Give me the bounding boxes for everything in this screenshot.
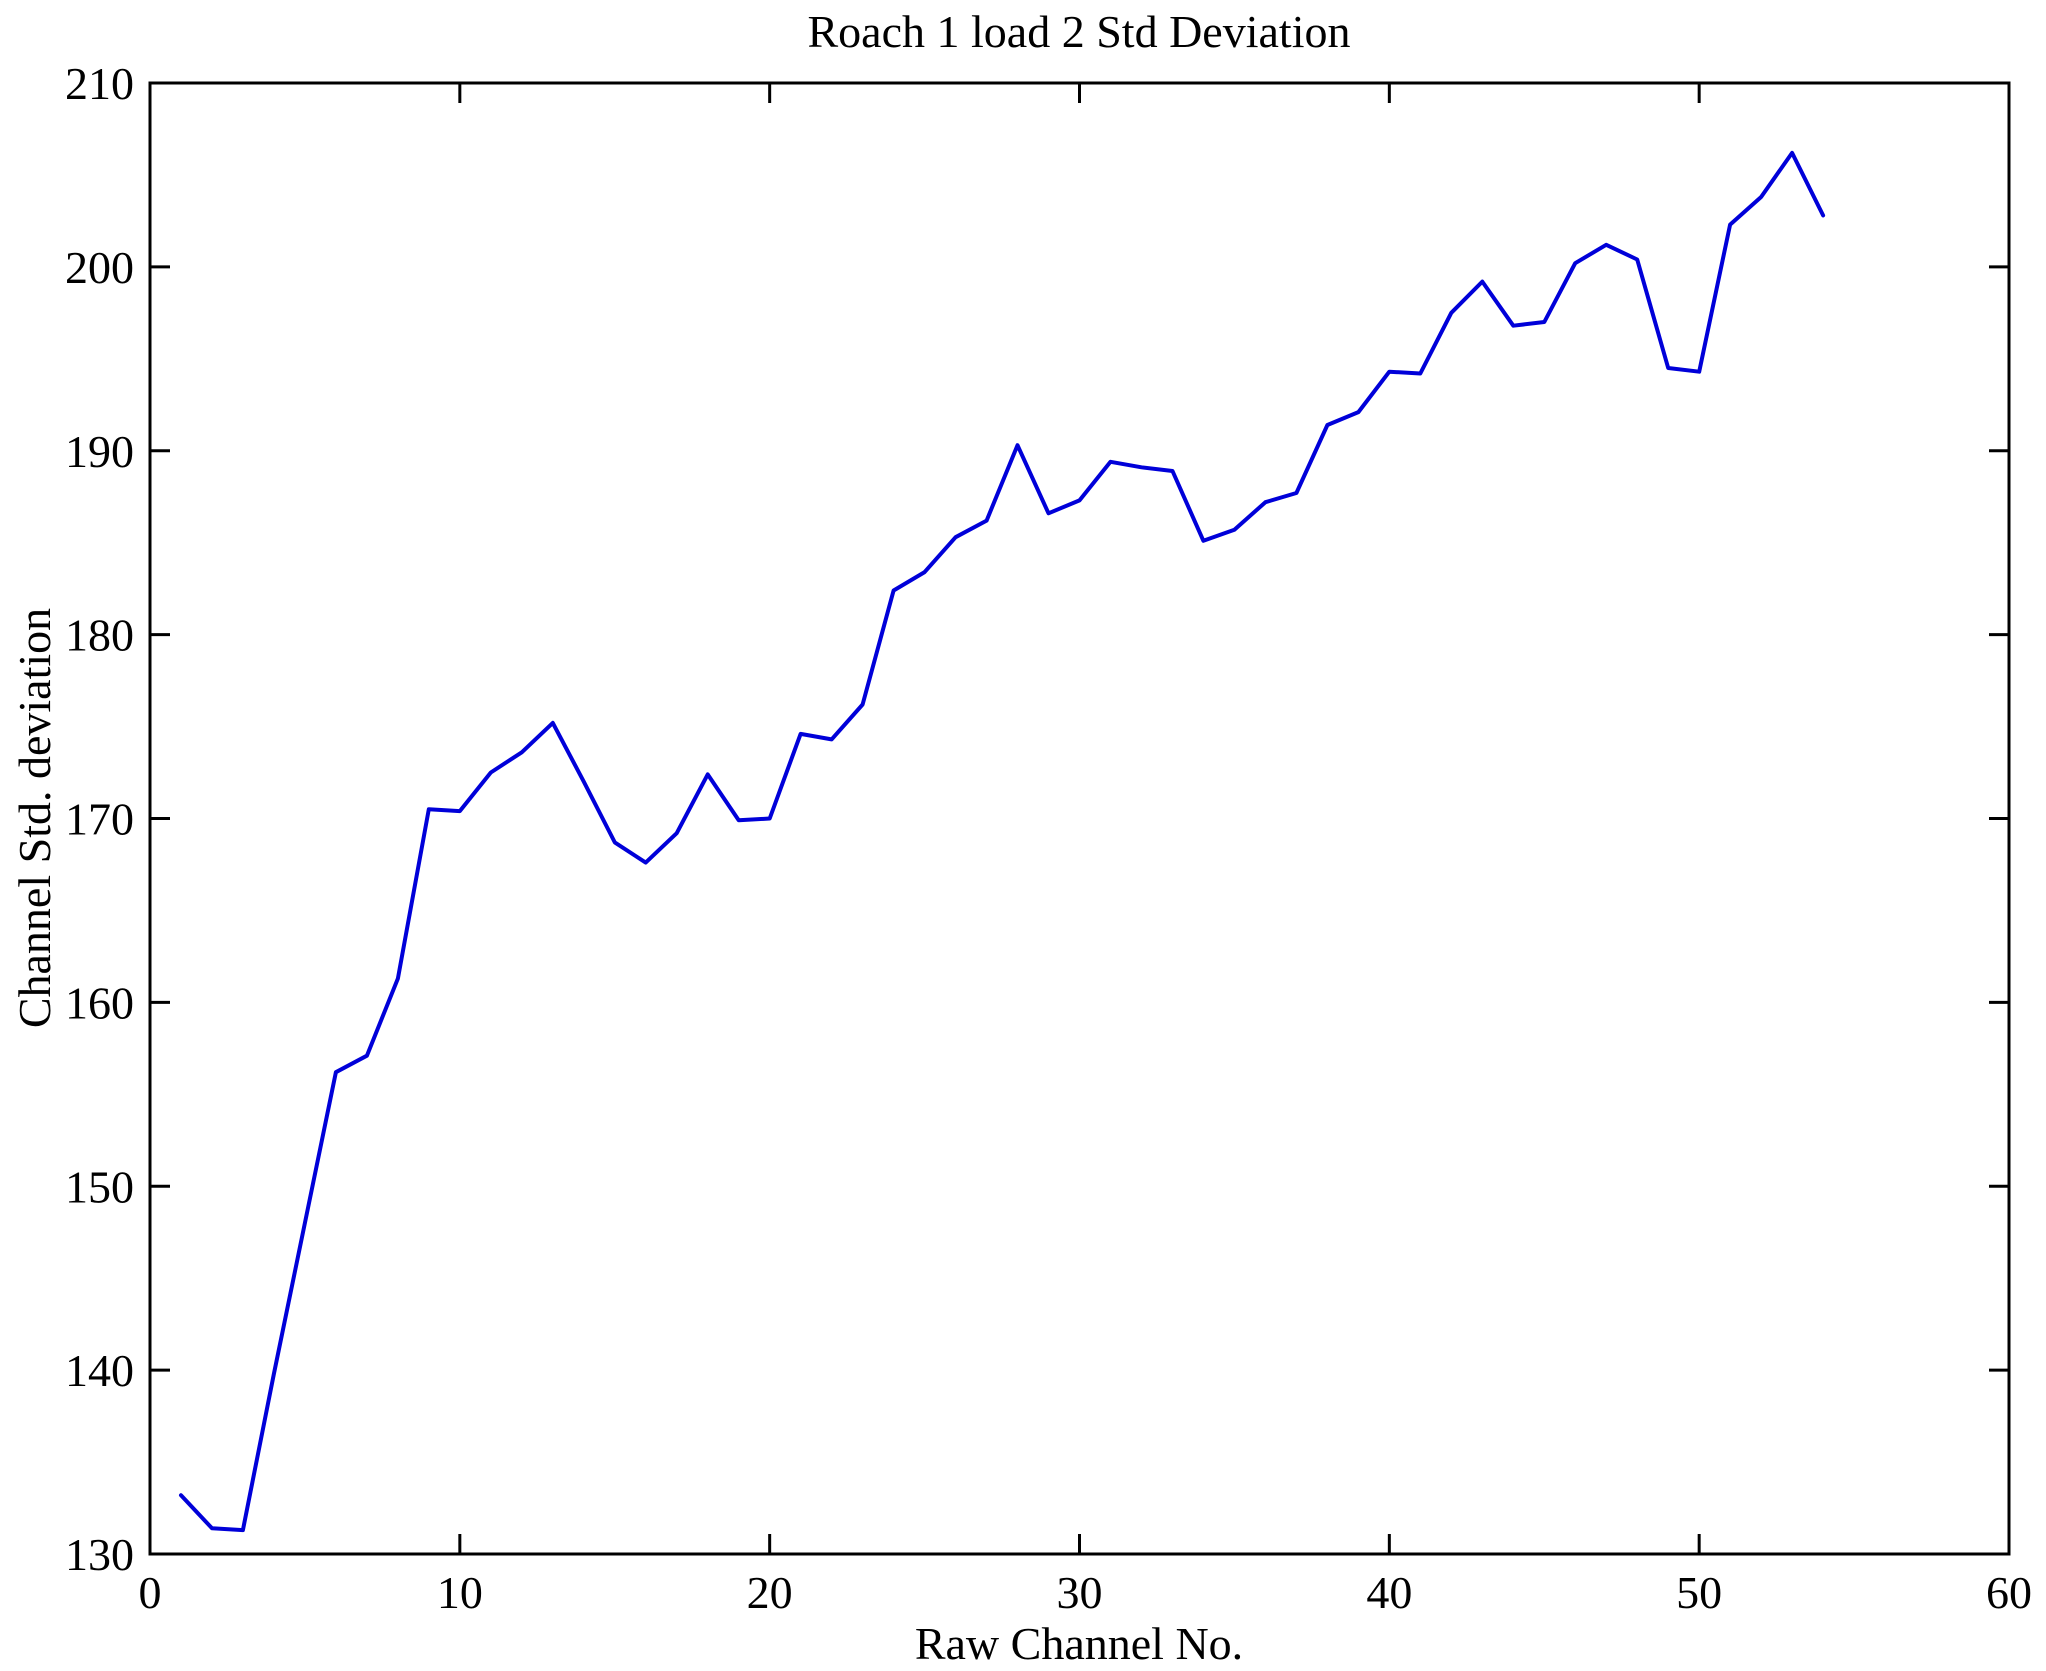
plot-layer: 0 10 20 30 40 50 60 130 140 150 160 170 180 190 200 210 [65,58,2032,1618]
chart-title: Roach 1 load 2 Std Deviation [808,6,1351,57]
y-tick-label: 210 [65,58,134,109]
x-tick-label: 30 [1057,1567,1103,1618]
y-tick-label: 160 [65,977,134,1028]
y-tick-label: 200 [65,242,134,293]
y-tick-label: 150 [65,1161,134,1212]
y-axis-label: Channel Std. deviation [9,608,60,1028]
x-tick-label: 0 [139,1567,162,1618]
x-axis-label: Raw Channel No. [915,1618,1243,1669]
x-tick-label: 20 [747,1567,793,1618]
x-tick-label: 40 [1366,1567,1412,1618]
y-tick-label: 180 [65,610,134,661]
x-tick-label: 50 [1676,1567,1722,1618]
x-tick-label: 60 [1986,1567,2032,1618]
y-tick-label: 130 [65,1529,134,1580]
y-tick-label: 140 [65,1345,134,1396]
x-tick-label: 10 [437,1567,483,1618]
y-tick-label: 170 [65,794,134,845]
data-line-series [179,150,1826,1533]
y-tick-label: 190 [65,426,134,477]
